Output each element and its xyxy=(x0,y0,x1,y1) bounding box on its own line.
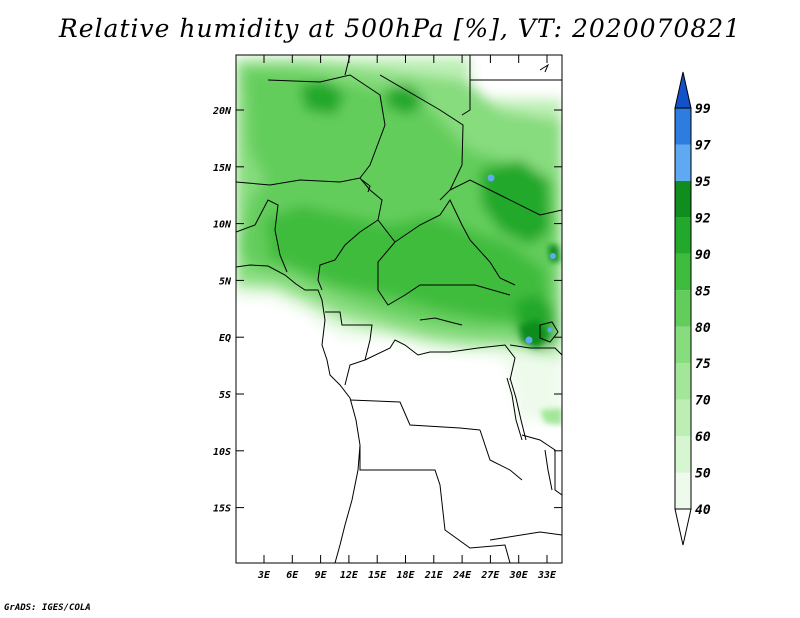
colorbar-label: 80 xyxy=(695,321,711,336)
country-boundaries xyxy=(236,55,562,563)
credit-label: GrADS: IGES/COLA xyxy=(4,603,91,613)
lat-label: 10N xyxy=(213,220,232,231)
colorbar-segment xyxy=(675,290,691,327)
lat-label: 15N xyxy=(213,163,232,174)
colorbar-segment xyxy=(675,436,691,473)
humidity-spot-95-97-d xyxy=(547,327,553,333)
colorbar-label: 75 xyxy=(695,357,711,372)
humidity-spot-95-97 xyxy=(487,174,495,182)
border-10 xyxy=(449,179,562,216)
colorbar-label: 40 xyxy=(695,503,711,518)
lon-label: 30E xyxy=(509,570,529,581)
lon-label: 15E xyxy=(368,570,387,581)
colorbar-segment xyxy=(675,363,691,400)
humidity-region-90-92-d xyxy=(385,85,425,115)
colorbar-label: 50 xyxy=(695,467,711,482)
border-9 xyxy=(377,241,511,306)
colorbar: 40 50 60 70 75 80 85 90 92 95 97 99 xyxy=(674,71,711,546)
border-15 xyxy=(359,445,511,563)
river-congo xyxy=(419,317,463,326)
colorbar-top-arrow xyxy=(674,71,692,109)
lat-label: 5S xyxy=(219,390,231,401)
border-16 xyxy=(479,429,523,481)
humidity-spot-95-97-c xyxy=(550,253,556,259)
colorbar-label: 92 xyxy=(695,211,711,226)
lon-label: 6E xyxy=(286,570,299,581)
humidity-region-70-75 xyxy=(540,408,562,425)
lat-label: EQ xyxy=(219,333,231,344)
border-17 xyxy=(521,434,562,496)
colorbar-segment xyxy=(675,253,691,291)
border-1 xyxy=(236,199,288,273)
lon-label: 12E xyxy=(340,570,359,581)
colorbar-label: 70 xyxy=(695,394,711,409)
colorbar-label: 60 xyxy=(695,430,711,445)
humidity-spot-95-97-b xyxy=(525,336,533,344)
border-13 xyxy=(509,344,562,356)
border-4 xyxy=(379,74,464,201)
coast-east-1 xyxy=(539,63,550,73)
lon-label: 27E xyxy=(480,570,500,581)
colorbar-label: 97 xyxy=(695,139,711,154)
lake-malawi xyxy=(544,449,553,491)
border-12 xyxy=(364,339,516,381)
humidity-field xyxy=(236,55,562,563)
lon-label: 33E xyxy=(537,570,557,581)
colorbar-label: 85 xyxy=(695,284,711,299)
border-2 xyxy=(267,74,386,179)
colorbar-segment xyxy=(675,180,691,218)
border-sahel xyxy=(236,177,371,191)
lat-label: 10S xyxy=(213,447,231,458)
colorbar-label: 95 xyxy=(695,175,711,190)
colorbar-segment xyxy=(675,399,691,437)
lake-chad xyxy=(361,179,371,193)
border-18 xyxy=(489,531,562,541)
humidity-region-90-92-c xyxy=(300,80,345,115)
colorbar-label: 99 xyxy=(695,102,711,117)
lat-label: 15S xyxy=(213,504,231,515)
lon-label: 9E xyxy=(315,570,328,581)
colorbar-segment xyxy=(675,144,691,181)
border-5 xyxy=(461,55,471,116)
lat-label: 5N xyxy=(219,276,232,287)
lon-label: 21E xyxy=(424,570,444,581)
coastline xyxy=(236,264,361,563)
map-frame xyxy=(235,54,563,564)
border-14 xyxy=(349,399,481,431)
lon-label: 24E xyxy=(452,570,472,581)
border-11 xyxy=(325,311,373,386)
border-8 xyxy=(377,198,516,286)
map-title: Relative humidity at 500hPa [%], VT: 202… xyxy=(58,14,742,43)
colorbar-bottom-arrow xyxy=(674,508,692,546)
border-7 xyxy=(317,189,383,291)
lake-tanganyika xyxy=(506,377,527,441)
colorbar-label: 90 xyxy=(695,248,711,263)
lon-label: 3E xyxy=(257,570,271,581)
lat-label: 20N xyxy=(212,106,232,117)
humidity-region-85-90 xyxy=(265,205,548,322)
lon-label: 18E xyxy=(396,570,415,581)
colorbar-segment xyxy=(675,472,691,509)
colorbar-segment xyxy=(675,217,691,254)
colorbar-segment xyxy=(675,108,691,145)
colorbar-segment xyxy=(675,326,691,364)
